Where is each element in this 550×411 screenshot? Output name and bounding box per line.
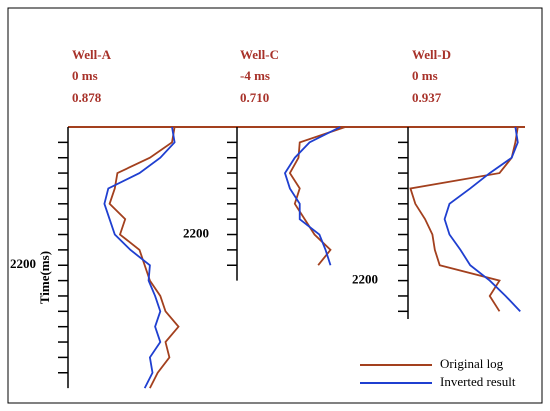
y-tick-label: 2200 <box>183 226 209 241</box>
log-curve <box>108 126 180 389</box>
well-annotation: 0.937 <box>412 90 442 105</box>
well-annotation: 0 ms <box>412 68 438 83</box>
y-tick-label: 2200 <box>352 272 378 287</box>
well-annotation: 0.710 <box>240 90 269 105</box>
log-curve <box>443 126 521 312</box>
y-axis-label: Time(ms) <box>37 251 52 304</box>
well-title: Well-D <box>412 47 451 62</box>
well-title: Well-A <box>72 47 112 62</box>
well-annotation: 0 ms <box>72 68 98 83</box>
log-curve <box>288 126 346 266</box>
legend-label: Original log <box>440 356 504 371</box>
frame <box>7 7 543 404</box>
well-annotation: -4 ms <box>240 68 270 83</box>
well-annotation: 0.878 <box>72 90 102 105</box>
legend-label: Inverted result <box>440 374 516 389</box>
log-curve <box>409 126 519 312</box>
log-curve <box>103 126 176 389</box>
well-title: Well-C <box>240 47 279 62</box>
y-tick-label: 2200 <box>10 256 36 271</box>
log-curve <box>283 126 341 266</box>
